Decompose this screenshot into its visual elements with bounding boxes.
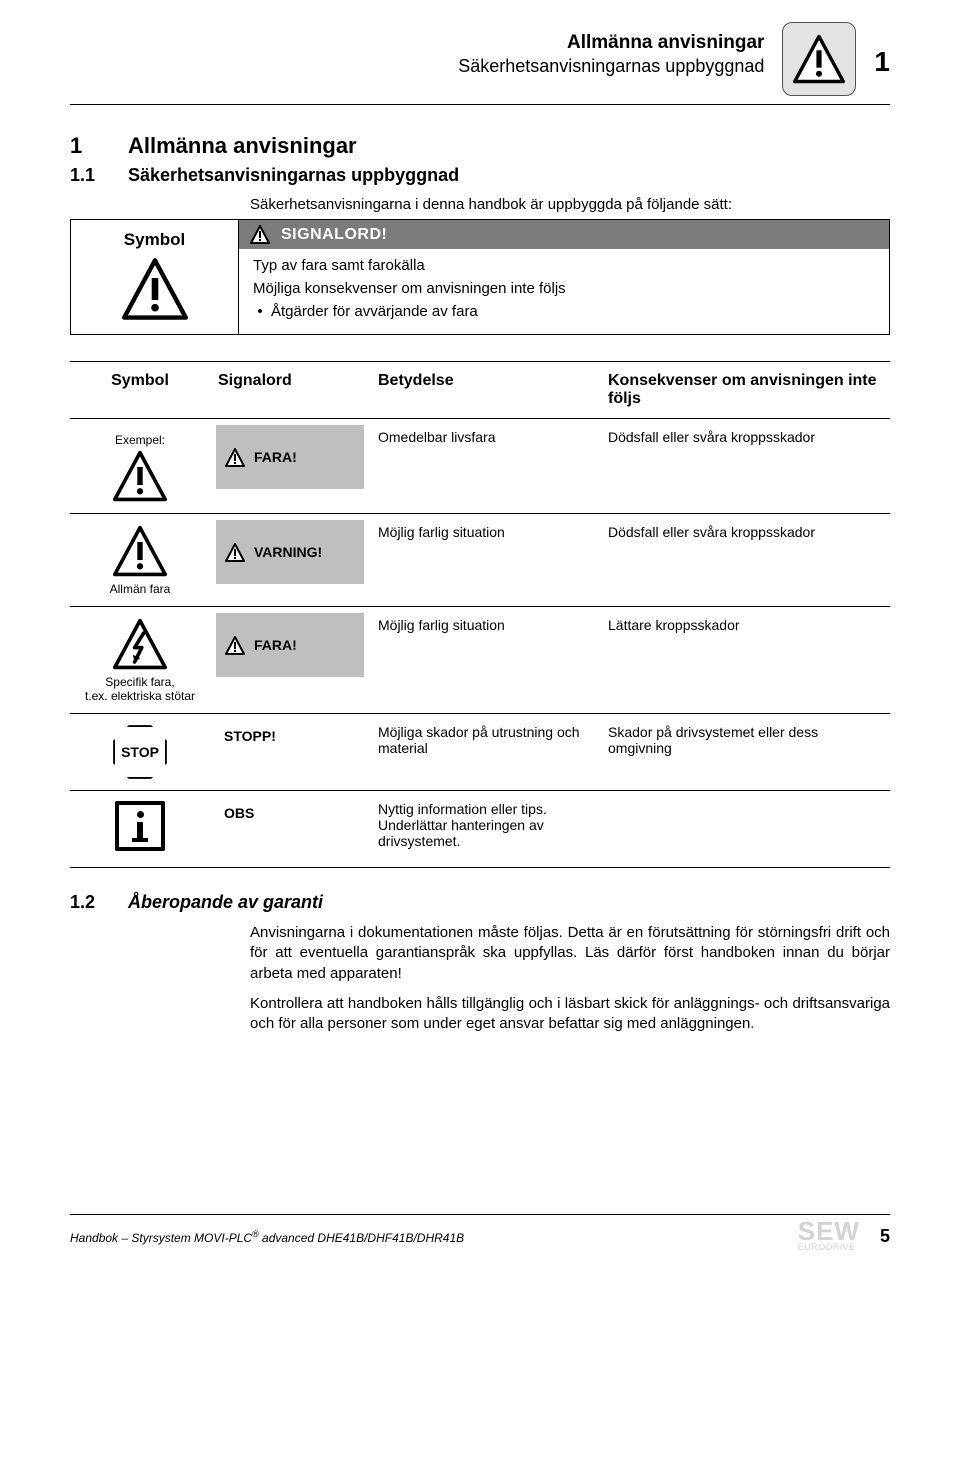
signal-bar: SIGNALORD! (239, 220, 889, 249)
cell-meaning: Möjliga skador på utrustning och materia… (370, 714, 600, 791)
h12-num: 1.2 (70, 892, 100, 913)
cell-signal: VARNING! (210, 514, 370, 607)
h1-num: 1 (70, 133, 100, 159)
symbol-caption: Specifik fara,t.ex. elektriska stötar (85, 675, 195, 703)
symbol-prelabel: Exempel: (115, 433, 165, 447)
page-header: Allmänna anvisningar Säkerhetsanvisninga… (70, 28, 890, 105)
chapter-number: 1 (874, 46, 890, 78)
logo-text: SEW (798, 1221, 860, 1242)
table-row: STOP STOPP! Möjliga skador på utrustning o… (70, 714, 890, 791)
page: Allmänna anvisningar Säkerhetsanvisninga… (0, 0, 960, 1282)
cell-consequence: Skador på drivsystemet eller dess omgivn… (600, 714, 890, 791)
warning-triangle-small-icon (249, 224, 271, 245)
logo-sub: EURODRIVE (798, 1242, 860, 1252)
cell-consequence: Lättare kroppsskador (600, 607, 890, 714)
cell-meaning: Omedelbar livsfara (370, 419, 600, 514)
warning-triangle-small-icon (224, 635, 246, 656)
info-icon (115, 801, 165, 851)
cell-symbol: Allmän fara (70, 514, 210, 607)
heading-1: 1 Allmänna anvisningar (70, 133, 890, 159)
intro-text: Säkerhetsanvisningarna i denna handbok ä… (250, 196, 890, 213)
cell-signal: OBS (210, 791, 370, 868)
cell-consequence (600, 791, 890, 868)
h1-text: Allmänna anvisningar (128, 133, 357, 159)
heading-1-1: 1.1 Säkerhetsanvisningarnas uppbyggnad (70, 165, 890, 186)
table-row: Exempel: FARA! Omedelbar livsfaraDödsfall … (70, 419, 890, 514)
signalword: SIGNALORD! (281, 226, 387, 244)
header-title-bold: Allmänna anvisningar (70, 32, 764, 54)
structure-box-left: Symbol (71, 220, 239, 334)
page-footer: Handbok – Styrsystem MOVI-PLC® advanced … (70, 1214, 890, 1252)
triangle-exclaim-icon (111, 449, 169, 503)
h11-num: 1.1 (70, 165, 100, 186)
triangle-exclaim-icon (111, 524, 169, 578)
th-consequence: Konsekvenser om anvisningen inte följs (600, 362, 890, 419)
signal-word: FARA! (254, 637, 297, 653)
cell-signal: FARA! (210, 419, 370, 514)
signal-word: FARA! (254, 449, 297, 465)
heading-1-2: 1.2 Åberopande av garanti (70, 892, 890, 913)
cell-meaning: Nyttig information eller tips. Underlätt… (370, 791, 600, 868)
cell-symbol (70, 791, 210, 868)
table-row: Specifik fara,t.ex. elektriska stötar FAR… (70, 607, 890, 714)
table-row: Allmän fara VARNING! Möjlig farlig situati… (70, 514, 890, 607)
header-titles: Allmänna anvisningar Säkerhetsanvisninga… (70, 32, 764, 77)
para1: Anvisningarna i dokumentationen måste fö… (250, 923, 890, 984)
box-bullet: Åtgärder för avvärjande av fara (271, 303, 875, 320)
symbol-caption: Allmän fara (110, 582, 171, 596)
table-row: OBS Nyttig information eller tips. Underl… (70, 791, 890, 868)
footer-logo: SEW EURODRIVE (798, 1221, 860, 1252)
cell-meaning: Möjlig farlig situation (370, 607, 600, 714)
signal-word: STOPP! (224, 728, 276, 744)
warning-triangle-icon (119, 256, 191, 322)
th-signal: Signalord (210, 362, 370, 419)
cell-symbol: Specifik fara,t.ex. elektriska stötar (70, 607, 210, 714)
header-title-sub: Säkerhetsanvisningarnas uppbyggnad (70, 56, 764, 77)
h12-text: Åberopande av garanti (128, 892, 323, 913)
h11-text: Säkerhetsanvisningarnas uppbyggnad (128, 165, 459, 186)
warning-triangle-small-icon (224, 542, 246, 563)
cell-consequence: Dödsfall eller svåra kroppsskador (600, 419, 890, 514)
footer-post: advanced DHE41B/DHF41B/DHR41B (259, 1231, 464, 1245)
para2: Kontrollera att handboken hålls tillgäng… (250, 994, 890, 1035)
footer-pre: Handbok – Styrsystem MOVI-PLC (70, 1231, 252, 1245)
cell-signal: STOPP! (210, 714, 370, 791)
cell-signal: FARA! (210, 607, 370, 714)
cell-consequence: Dödsfall eller svåra kroppsskador (600, 514, 890, 607)
signal-word: OBS (224, 805, 254, 821)
structure-box-body: Typ av fara samt farokälla Möjliga konse… (239, 249, 889, 330)
page-number: 5 (880, 1226, 890, 1247)
th-meaning: Betydelse (370, 362, 600, 419)
box-line2: Möjliga konsekvenser om anvisningen inte… (253, 280, 875, 297)
warning-triangle-small-icon (224, 447, 246, 468)
triangle-bolt-icon (111, 617, 169, 671)
stop-icon: STOP (112, 724, 168, 780)
th-symbol: Symbol (70, 362, 210, 419)
structure-box-right: SIGNALORD! Typ av fara samt farokälla Mö… (239, 220, 889, 334)
box-line1: Typ av fara samt farokälla (253, 257, 875, 274)
signal-word: VARNING! (254, 544, 322, 560)
symbol-table: Symbol Signalord Betydelse Konsekvenser … (70, 361, 890, 868)
cell-meaning: Möjlig farlig situation (370, 514, 600, 607)
cell-symbol: Exempel: (70, 419, 210, 514)
symbol-label: Symbol (124, 230, 185, 250)
footer-left: Handbok – Styrsystem MOVI-PLC® advanced … (70, 1229, 464, 1245)
cell-symbol: STOP (70, 714, 210, 791)
structure-box: Symbol SIGNALORD! Typ av fara samt farok… (70, 219, 890, 335)
header-warning-icon (782, 22, 856, 96)
